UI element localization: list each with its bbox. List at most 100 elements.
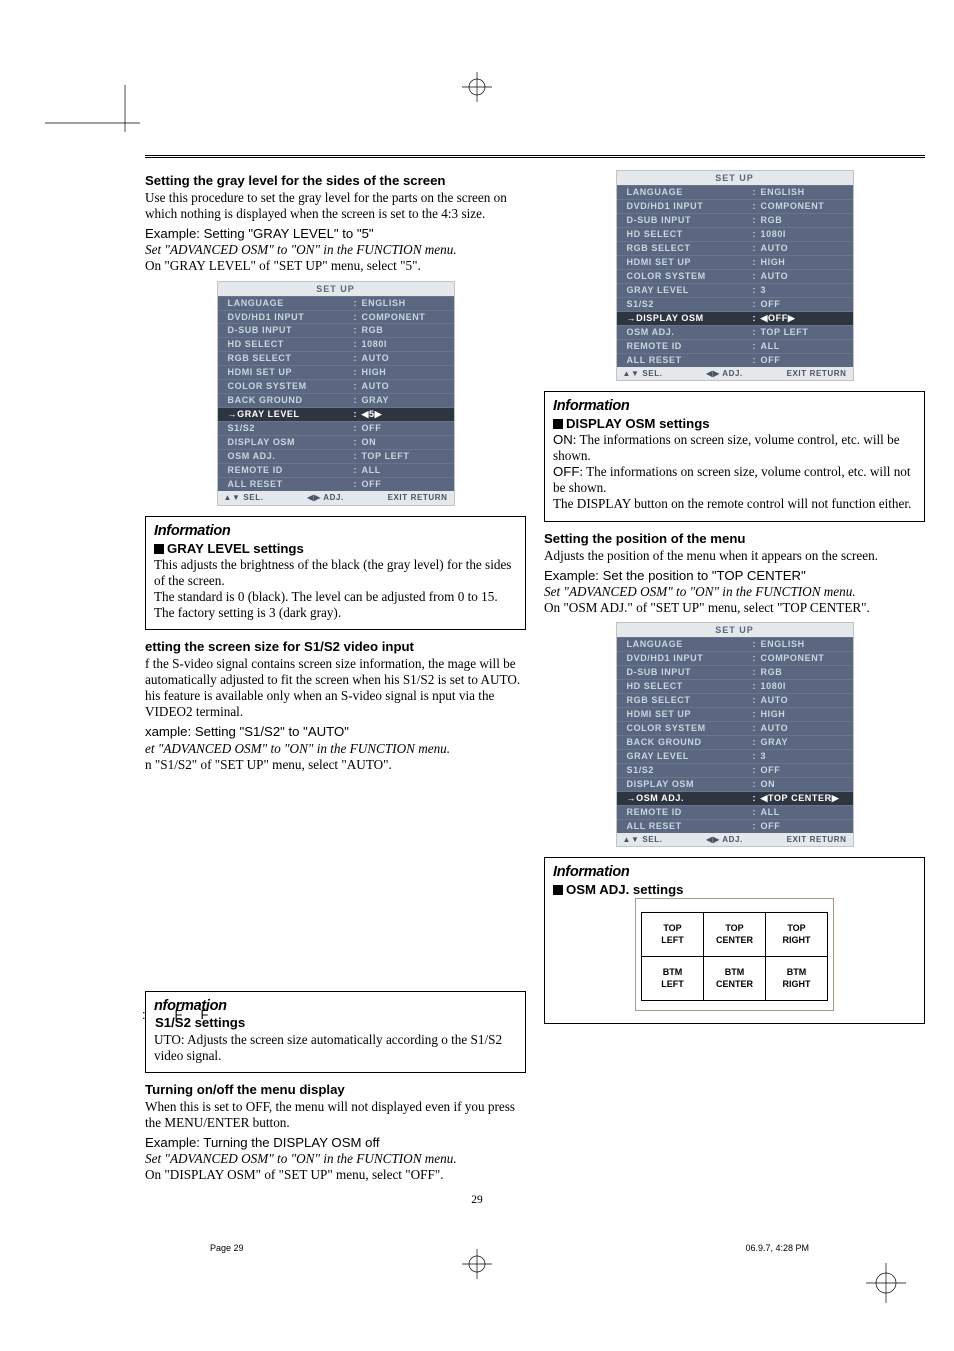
osd-row: BACK GROUND:GRAY bbox=[617, 735, 853, 749]
instruction: et "ADVANCED OSM" to "ON" in the FUNCTIO… bbox=[145, 741, 526, 757]
osd-row: REMOTE ID:ALL bbox=[218, 463, 454, 477]
osd-foot-sel: ▲▼ SEL. bbox=[224, 493, 264, 503]
osd-row: GRAY LEVEL:3 bbox=[617, 283, 853, 297]
paragraph: On "GRAY LEVEL" of "SET UP" menu, select… bbox=[145, 258, 526, 274]
osd-row: RGB SELECT:AUTO bbox=[617, 693, 853, 707]
info-text: The standard is 0 (black). The level can… bbox=[154, 589, 517, 621]
register-mark-top bbox=[462, 72, 492, 102]
osd-menu-osm-adj: SET UP LANGUAGE:ENGLISHDVD/HD1 INPUT:COM… bbox=[616, 622, 854, 847]
heading-menu-display: Turning on/off the menu display bbox=[145, 1082, 526, 1098]
osd-row: HD SELECT:1080I bbox=[617, 679, 853, 693]
osd-row: D-SUB INPUT:RGB bbox=[617, 665, 853, 679]
osd-foot-exit: EXIT RETURN bbox=[388, 493, 448, 503]
info-subtitle: GRAY LEVEL settings bbox=[154, 541, 517, 557]
osd-foot-adj: ◀▶ ADJ. bbox=[706, 369, 743, 379]
osd-foot-adj: ◀▶ ADJ. bbox=[307, 493, 344, 503]
example-label: Example: Set the position to "TOP CENTER… bbox=[544, 568, 925, 584]
info-box-display-osm: Information DISPLAY OSM settings ON: The… bbox=[544, 391, 925, 521]
heading-gray-level: Setting the gray level for the sides of … bbox=[145, 173, 526, 189]
example-label: Example: Turning the DISPLAY OSM off bbox=[145, 1135, 526, 1151]
info-text: ON: The informations on screen size, vol… bbox=[553, 432, 916, 464]
info-text: The DISPLAY button on the remote control… bbox=[553, 496, 916, 512]
osd-row: RGB SELECT:AUTO bbox=[218, 351, 454, 365]
osd-row: DISPLAY OSM:ON bbox=[218, 435, 454, 449]
osd-row: →GRAY LEVEL:◀5▶ bbox=[218, 407, 454, 421]
osd-row: S1/S2:OFF bbox=[617, 297, 853, 311]
paragraph: f the S-video signal contains screen siz… bbox=[145, 656, 526, 688]
heading-s1s2: etting the screen size for S1/S2 video i… bbox=[145, 639, 526, 655]
osd-rows: LANGUAGE:ENGLISHDVD/HD1 INPUT:COMPONENTD… bbox=[617, 185, 853, 367]
osd-row: COLOR SYSTEM:AUTO bbox=[218, 379, 454, 393]
paragraph: his feature is available only when an S-… bbox=[145, 688, 526, 720]
osd-menu-gray-level: SET UP LANGUAGE:ENGLISHDVD/HD1 INPUT:COM… bbox=[217, 281, 455, 506]
osd-row: HDMI SET UP:HIGH bbox=[218, 365, 454, 379]
footer-right: 06.9.7, 4:28 PM bbox=[745, 1243, 809, 1253]
osd-foot-exit: EXIT RETURN bbox=[787, 369, 847, 379]
example-label: Example: Setting "GRAY LEVEL" to "5" bbox=[145, 226, 526, 242]
osm-grid-cell: BTMRIGHT bbox=[766, 957, 828, 1001]
osd-row: BACK GROUND:GRAY bbox=[218, 393, 454, 407]
info-text: OFF: The informations on screen size, vo… bbox=[553, 464, 916, 496]
right-column: SET UP LANGUAGE:ENGLISHDVD/HD1 INPUT:COM… bbox=[544, 164, 925, 1183]
instruction: Set "ADVANCED OSM" to "ON" in the FUNCTI… bbox=[544, 584, 925, 600]
osd-row: ALL RESET:OFF bbox=[617, 353, 853, 367]
info-title: Information bbox=[553, 398, 916, 416]
paragraph: On "OSM ADJ." of "SET UP" menu, select "… bbox=[544, 600, 925, 616]
osd-row: HD SELECT:1080I bbox=[218, 337, 454, 351]
crop-mark bbox=[45, 85, 155, 135]
osd-row: DVD/HD1 INPUT:COMPONENT bbox=[617, 199, 853, 213]
info-subtitle: OSM ADJ. settings bbox=[553, 882, 916, 898]
osd-rows: LANGUAGE:ENGLISHDVD/HD1 INPUT:COMPONENTD… bbox=[218, 296, 454, 492]
osd-foot-sel: ▲▼ SEL. bbox=[623, 369, 663, 379]
left-column: Setting the gray level for the sides of … bbox=[145, 164, 526, 1183]
osd-row: REMOTE ID:ALL bbox=[617, 805, 853, 819]
osd-row: HDMI SET UP:HIGH bbox=[617, 255, 853, 269]
osd-row: ALL RESET:OFF bbox=[218, 477, 454, 491]
osd-row: DVD/HD1 INPUT:COMPONENT bbox=[617, 651, 853, 665]
info-text: This adjusts the brightness of the black… bbox=[154, 557, 517, 589]
top-rule bbox=[145, 155, 925, 158]
paragraph: On "DISPLAY OSM" of "SET UP" menu, selec… bbox=[145, 1167, 526, 1183]
page-body: Setting the gray level for the sides of … bbox=[145, 155, 925, 1183]
osd-row: RGB SELECT:AUTO bbox=[617, 241, 853, 255]
osd-row: LANGUAGE:ENGLISH bbox=[617, 185, 853, 199]
paragraph: Adjusts the position of the menu when it… bbox=[544, 548, 925, 564]
osd-row: GRAY LEVEL:3 bbox=[617, 749, 853, 763]
osd-title: SET UP bbox=[617, 171, 853, 185]
osd-row: D-SUB INPUT:RGB bbox=[617, 213, 853, 227]
register-mark-bottom bbox=[462, 1249, 492, 1279]
osd-row: D-SUB INPUT:RGB bbox=[218, 323, 454, 337]
paragraph: n "S1/S2" of "SET UP" menu, select "AUTO… bbox=[145, 757, 526, 773]
osd-foot-exit: EXIT RETURN bbox=[787, 835, 847, 845]
osd-row: COLOR SYSTEM:AUTO bbox=[617, 269, 853, 283]
osd-row: S1/S2:OFF bbox=[218, 421, 454, 435]
info-title: Information bbox=[553, 864, 916, 882]
footer-meta: Page 29 06.9.7, 4:28 PM bbox=[210, 1243, 809, 1253]
page-number: 29 bbox=[0, 1194, 954, 1206]
osd-row: HD SELECT:1080I bbox=[617, 227, 853, 241]
osd-rows: LANGUAGE:ENGLISHDVD/HD1 INPUT:COMPONENTD… bbox=[617, 637, 853, 833]
osm-grid-cell: TOPCENTER bbox=[704, 913, 766, 957]
osd-foot-sel: ▲▼ SEL. bbox=[623, 835, 663, 845]
osd-row: REMOTE ID:ALL bbox=[617, 339, 853, 353]
example-label: xample: Setting "S1/S2" to "AUTO" bbox=[145, 724, 526, 740]
osd-title: SET UP bbox=[218, 282, 454, 296]
osd-row: HDMI SET UP:HIGH bbox=[617, 707, 853, 721]
osd-row: →DISPLAY OSM:◀OFF▶ bbox=[617, 311, 853, 325]
instruction: Set "ADVANCED OSM" to "ON" in the FUNCTI… bbox=[145, 242, 526, 258]
paragraph: Use this procedure to set the gray level… bbox=[145, 190, 526, 222]
osd-row: OSM ADJ.:TOP LEFT bbox=[218, 449, 454, 463]
heading-osm-position: Setting the position of the menu bbox=[544, 531, 925, 547]
info-box-gray-level: Information GRAY LEVEL settings This adj… bbox=[145, 516, 526, 630]
osd-footer: ▲▼ SEL. ◀▶ ADJ. EXIT RETURN bbox=[617, 833, 853, 847]
info-title: Information bbox=[154, 523, 517, 541]
osm-grid-cell: TOPLEFT bbox=[642, 913, 704, 957]
osd-footer: ▲▼ SEL. ◀▶ ADJ. EXIT RETURN bbox=[617, 367, 853, 381]
osd-row: S1/S2:OFF bbox=[617, 763, 853, 777]
info-box-s1s2: nformation S1/S2 settings UTO: Adjusts t… bbox=[145, 991, 526, 1073]
osd-row: DVD/HD1 INPUT:COMPONENT bbox=[218, 310, 454, 324]
osm-position-grid: TOPLEFTTOPCENTERTOPRIGHTBTMLEFTBTMCENTER… bbox=[641, 912, 828, 1001]
osm-grid-cell: TOPRIGHT bbox=[766, 913, 828, 957]
osd-row: →OSM ADJ.:◀TOP CENTER▶ bbox=[617, 791, 853, 805]
info-text: UTO: Adjusts the screen size automatical… bbox=[154, 1032, 517, 1064]
